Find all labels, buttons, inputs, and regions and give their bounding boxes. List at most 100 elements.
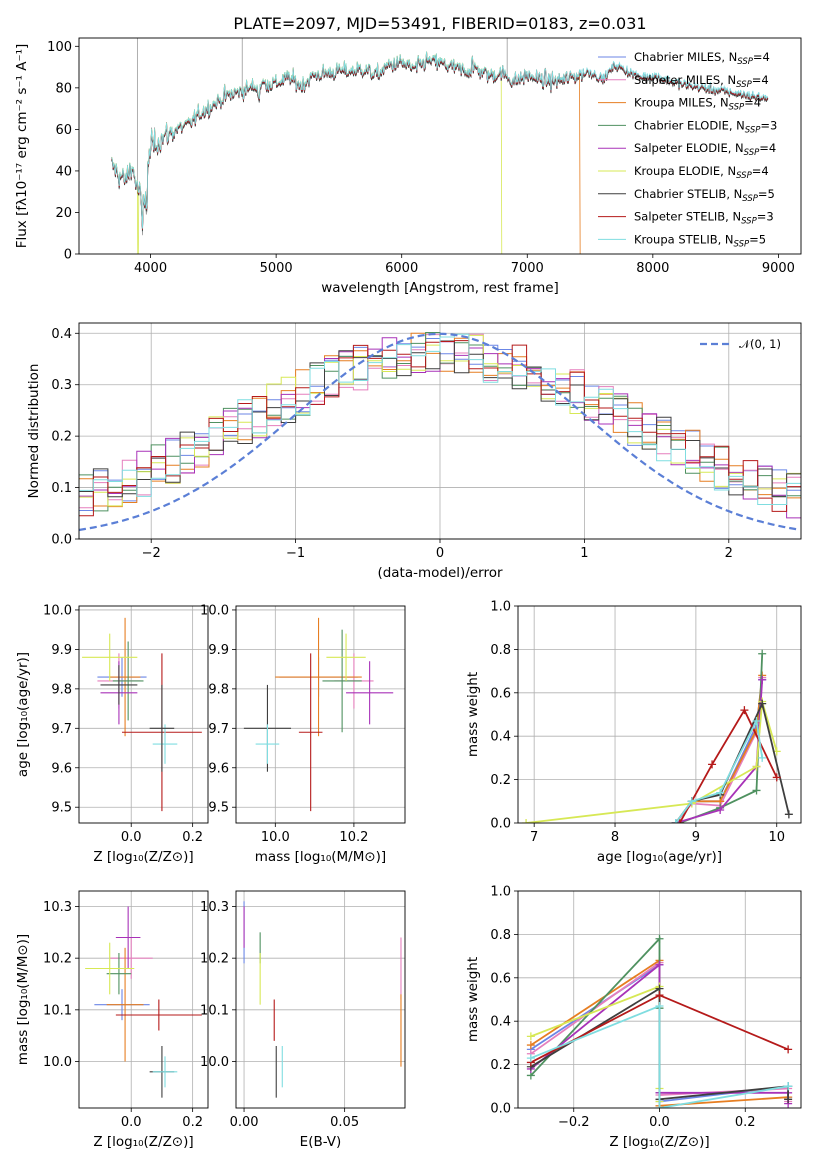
y-tick-label: 10.0 — [200, 1055, 229, 1070]
panel-z_age: 0.0 0.2 9.5 9.6 9.7 9.8 9.9 10.0 Z [log₁₀(Z/Z⊙)]… — [15, 603, 209, 865]
weight-marker — [687, 797, 696, 806]
x-tick-label: 0.05 — [330, 1115, 359, 1130]
y-tick-label: 0.2 — [51, 430, 72, 445]
y-axis-label: mass weight — [465, 672, 481, 757]
legend-label: Chabrier STELIB, NSSP=5 — [634, 187, 775, 204]
weight-marker — [752, 762, 761, 771]
y-tick-label: 10.2 — [43, 952, 72, 967]
x-tick-label: 0.0 — [121, 1115, 142, 1130]
x-tick-label: −1 — [286, 546, 305, 561]
weight-marker — [784, 1095, 793, 1104]
axes-frame — [78, 890, 209, 1109]
weight-marker — [526, 1032, 535, 1041]
x-tick-label: 0.2 — [182, 830, 203, 845]
y-axis-label: mass weight — [465, 957, 481, 1042]
y-tick-label: 9.6 — [51, 761, 72, 776]
weight-marker — [740, 706, 749, 715]
weight-marker — [655, 960, 664, 969]
y-tick-label: 9.8 — [51, 682, 72, 697]
y-tick-label: 9.5 — [51, 801, 72, 816]
plot-area — [243, 901, 402, 1098]
weight-marker — [772, 773, 781, 782]
x-tick-label: 5000 — [260, 261, 293, 276]
x-tick-label: 10 — [768, 830, 785, 845]
x-axis-label: mass [log₁₀(M/M⊙)] — [255, 849, 386, 865]
weight-line — [675, 679, 764, 823]
histogram-step — [79, 333, 801, 539]
y-tick-label: 9.9 — [208, 643, 229, 658]
weight-line — [674, 700, 790, 823]
x-tick-label: 0.2 — [735, 1115, 756, 1130]
weight-marker — [758, 753, 767, 762]
x-tick-label: 0.0 — [649, 1115, 670, 1130]
legend-label: Kroupa STELIB, NSSP=5 — [634, 232, 766, 249]
weight-marker — [671, 819, 680, 823]
weight-marker — [716, 788, 725, 797]
plot-area — [85, 906, 202, 1098]
y-tick-label: 60 — [55, 123, 72, 138]
panel-age_weight: 7 8 9 10 0.0 0.2 0.4 0.6 0.8 1.0 age [log₁₀(age/yr… — [465, 600, 802, 865]
panel-mass_age: 10.0 10.2 9.5 9.6 9.7 9.8 9.9 10.0 mass [log₁₀(M… — [200, 603, 406, 865]
y-tick-label: 10.3 — [200, 900, 229, 915]
legend-label: Kroupa ELODIE, NSSP=4 — [634, 164, 769, 181]
y-tick-label: 10.3 — [43, 900, 72, 915]
y-tick-label: 1.0 — [490, 885, 511, 900]
weight-line — [530, 1004, 789, 1108]
weight-line — [678, 708, 778, 823]
x-axis-label: (data-model)/error — [377, 565, 503, 581]
y-tick-label: 9.7 — [51, 722, 72, 737]
weight-marker — [526, 1041, 535, 1050]
x-tick-label: 10.0 — [261, 830, 290, 845]
y-tick-label: 40 — [55, 164, 72, 179]
y-tick-label: 9.6 — [208, 761, 229, 776]
plot-area — [243, 617, 394, 812]
y-tick-label: 20 — [55, 206, 72, 221]
y-tick-label: 0.4 — [51, 327, 72, 342]
x-tick-label: −2 — [142, 546, 161, 561]
x-axis-label: age [log₁₀(age/yr)] — [597, 849, 722, 865]
y-tick-label: 0.2 — [490, 1058, 511, 1073]
y-tick-label: 9.9 — [51, 643, 72, 658]
legend-label: Salpeter STELIB, NSSP=3 — [634, 210, 774, 227]
weight-marker — [526, 1054, 535, 1063]
plot-area — [522, 649, 793, 823]
axes-frame — [78, 605, 209, 824]
y-axis-label: mass [log₁₀(M/M⊙)] — [15, 934, 31, 1065]
weight-marker — [784, 1082, 793, 1091]
axes-frame — [235, 605, 406, 824]
weight-marker — [655, 934, 664, 943]
weight-marker — [784, 1045, 793, 1054]
y-tick-label: 9.5 — [208, 801, 229, 816]
y-tick-label: 0.4 — [490, 730, 511, 745]
plot-area — [79, 332, 801, 539]
x-tick-label: 6000 — [385, 261, 418, 276]
legend: 𝒩(0, 1) — [700, 337, 781, 351]
x-tick-label: 1 — [580, 546, 588, 561]
y-tick-label: 0.8 — [490, 643, 511, 658]
x-tick-label: −0.2 — [558, 1115, 590, 1130]
y-tick-label: 0.0 — [490, 1102, 511, 1117]
legend-label: Salpeter ELODIE, NSSP=4 — [634, 141, 776, 158]
plot-layer: 4000 5000 6000 7000 8000 9000020406080100wave… — [14, 37, 802, 1150]
y-tick-label: 100 — [47, 40, 72, 55]
y-tick-label: 0.3 — [51, 378, 72, 393]
y-tick-label: 10.2 — [200, 952, 229, 967]
y-tick-label: 0.1 — [51, 481, 72, 496]
weight-marker — [675, 819, 684, 823]
weight-marker — [758, 699, 767, 708]
weight-marker — [655, 991, 664, 1000]
plot-area — [82, 617, 202, 812]
x-axis-label: E(B-V) — [300, 1134, 342, 1150]
plot-area — [111, 38, 769, 254]
y-tick-label: 0.0 — [51, 533, 72, 548]
x-axis-label: Z [log₁₀(Z/Z⊙)] — [609, 1134, 709, 1150]
weight-marker — [708, 760, 717, 769]
axes-frame — [78, 37, 802, 255]
weight-marker — [716, 805, 725, 814]
plot-area — [526, 934, 793, 1108]
axes-frame — [517, 605, 802, 824]
y-tick-label: 10.0 — [43, 603, 72, 618]
normal-curve — [79, 332, 799, 532]
weight-marker — [752, 717, 761, 726]
